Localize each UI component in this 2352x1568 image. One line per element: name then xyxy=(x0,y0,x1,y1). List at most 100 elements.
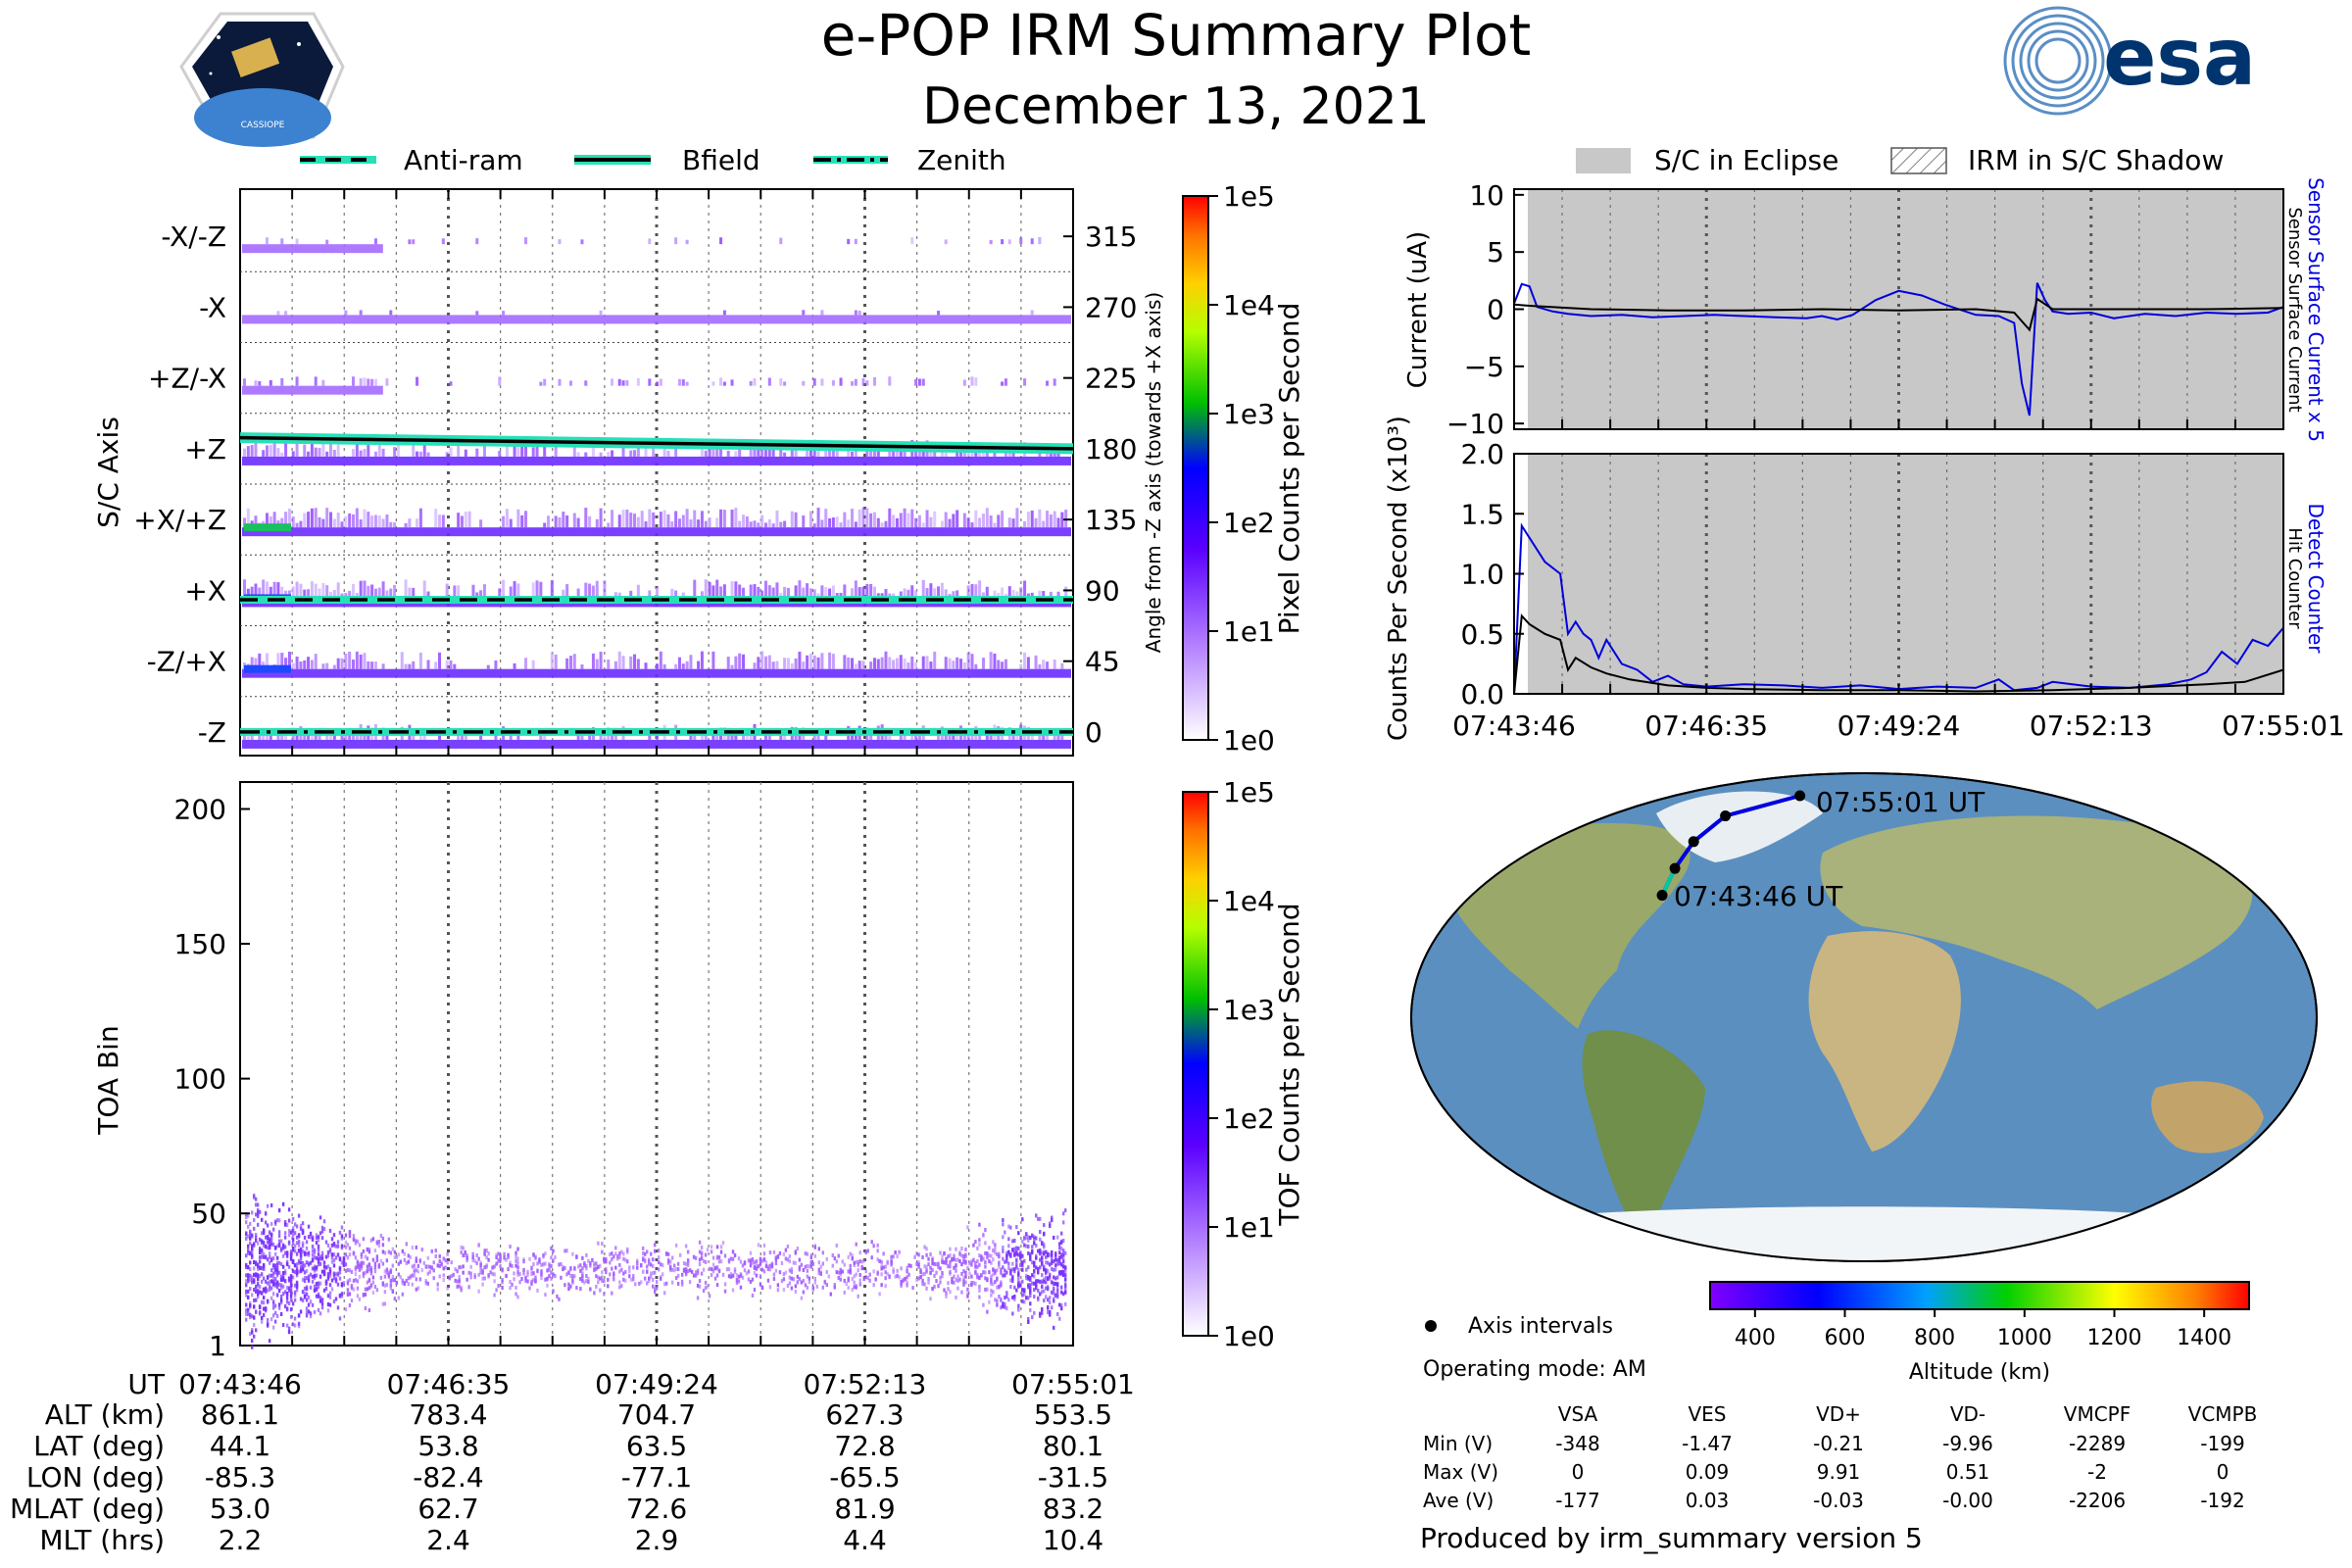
pixel-cell xyxy=(400,652,404,669)
tof-cell xyxy=(260,1291,264,1296)
tof-cell xyxy=(713,1276,717,1281)
pixel-cell xyxy=(1046,662,1050,669)
tof-cell xyxy=(792,1277,796,1282)
pixel-cell xyxy=(636,659,640,669)
pixel-cell xyxy=(269,586,272,599)
pixel-cell xyxy=(775,582,779,599)
pixel-cell xyxy=(633,450,637,457)
tof-cell xyxy=(790,1266,794,1271)
tof-cell xyxy=(264,1235,268,1240)
pixel-cell xyxy=(246,732,250,740)
tof-cell xyxy=(964,1270,967,1275)
pixel-cell xyxy=(1038,451,1042,457)
pixel-cell xyxy=(539,581,543,599)
tof-cell xyxy=(731,1256,735,1261)
pixel-cell xyxy=(373,661,377,669)
tof-cell xyxy=(1037,1266,1040,1271)
pixel-cell xyxy=(738,653,742,669)
pixel-cell xyxy=(329,512,333,528)
pixel-axis-tick-label: -X/-Z xyxy=(161,220,226,253)
tof-cell xyxy=(338,1257,342,1262)
tof-cell xyxy=(768,1263,772,1268)
tof-cell xyxy=(1053,1235,1055,1240)
tof-cell xyxy=(813,1277,817,1282)
tof-cell xyxy=(315,1255,318,1260)
pixel-cell xyxy=(355,441,359,457)
tof-cell xyxy=(273,1310,277,1315)
pixel-cell xyxy=(396,441,400,457)
tof-cell xyxy=(373,1249,377,1253)
pixel-cell xyxy=(917,449,921,457)
pixel-cell xyxy=(280,653,284,669)
tof-cell xyxy=(505,1257,508,1262)
tof-cell xyxy=(710,1245,713,1250)
tof-cell xyxy=(1047,1298,1050,1302)
tof-cell xyxy=(698,1257,702,1262)
pixel-cell xyxy=(674,511,678,528)
tof-cell xyxy=(626,1247,629,1251)
tof-cell xyxy=(974,1240,977,1245)
pixel-cell xyxy=(550,652,554,669)
tof-cell xyxy=(762,1243,766,1248)
tof-cell xyxy=(1002,1301,1004,1306)
tof-cell xyxy=(262,1288,266,1293)
counts-right-label-black: Hit Counter xyxy=(2284,527,2305,629)
pixel-cell xyxy=(295,733,299,740)
tof-cell xyxy=(1047,1310,1050,1315)
tof-cell xyxy=(839,1267,842,1272)
tof-cell xyxy=(998,1295,1001,1299)
tof-cell xyxy=(1004,1304,1006,1309)
tof-cell xyxy=(696,1268,700,1273)
pixel-cell xyxy=(851,588,855,599)
tof-cell xyxy=(1053,1297,1055,1301)
pixel-cell xyxy=(670,588,674,599)
tof-cell xyxy=(507,1267,510,1272)
tof-cell xyxy=(970,1280,973,1285)
tof-cell xyxy=(906,1283,908,1288)
tof-cell xyxy=(1053,1298,1055,1303)
tof-cell xyxy=(573,1274,576,1279)
pixel-cell xyxy=(314,376,318,386)
tof-cell xyxy=(706,1248,710,1252)
tof-cell xyxy=(281,1322,285,1327)
tof-cell xyxy=(328,1271,332,1276)
tof-cell xyxy=(420,1268,423,1273)
tof-cell xyxy=(1058,1271,1061,1276)
pixel-cell xyxy=(254,515,258,528)
pixel-cell xyxy=(648,509,652,528)
tof-cell xyxy=(530,1268,533,1273)
pixel-cell xyxy=(738,584,742,599)
tof-cell xyxy=(774,1261,778,1266)
tof-cell xyxy=(318,1298,322,1303)
tof-cell xyxy=(806,1263,809,1268)
pixel-cell xyxy=(373,451,377,457)
tof-cell xyxy=(595,1266,598,1271)
voltage-value: -2 xyxy=(2087,1460,2107,1484)
tof-cell xyxy=(530,1279,533,1284)
tof-cell xyxy=(250,1314,254,1319)
pixel-cell xyxy=(625,509,629,528)
tof-cell xyxy=(270,1286,273,1291)
tof-cell xyxy=(397,1261,401,1266)
tof-cell xyxy=(252,1298,256,1302)
tof-cell xyxy=(833,1285,836,1290)
tof-y-tick-label: 50 xyxy=(191,1198,226,1230)
tof-cell xyxy=(287,1207,291,1212)
tof-cell xyxy=(424,1265,427,1270)
pixel-cell xyxy=(847,446,851,457)
tof-cell xyxy=(366,1280,369,1285)
tof-cell xyxy=(409,1255,412,1260)
tof-cell xyxy=(252,1279,256,1284)
tof-cell xyxy=(802,1290,806,1295)
tof-cell xyxy=(759,1256,762,1261)
pixel-cell xyxy=(351,376,355,386)
pixel-cell xyxy=(1015,734,1019,740)
pixel-cell xyxy=(408,587,412,599)
tof-cell xyxy=(311,1257,315,1262)
tof-cell xyxy=(784,1248,788,1252)
tof-cell xyxy=(1004,1259,1006,1264)
tof-cell xyxy=(906,1275,908,1280)
tof-cell xyxy=(391,1290,395,1295)
tof-cell xyxy=(657,1267,661,1272)
tof-cell xyxy=(552,1272,555,1277)
